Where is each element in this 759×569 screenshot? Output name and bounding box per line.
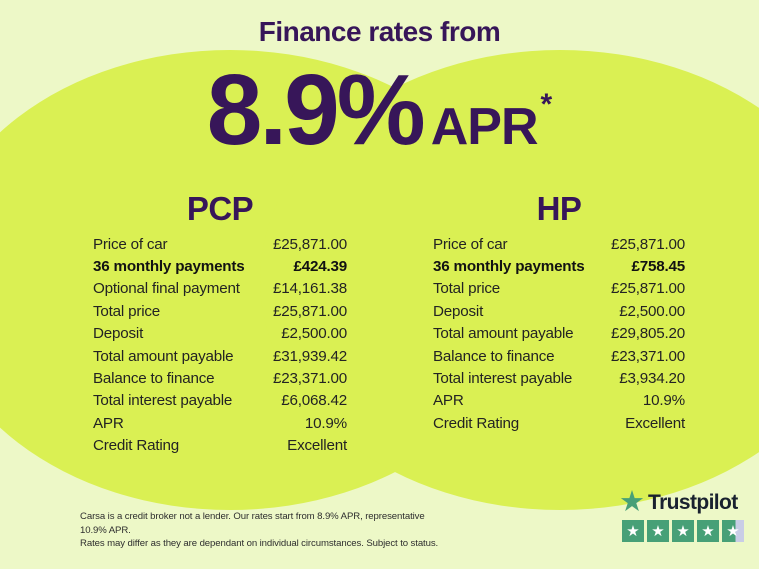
table-row: Price of car £25,871.00 [93,233,347,255]
hp-title: HP [536,190,582,227]
disclaimer-line-1: Carsa is a credit broker not a lender. O… [80,511,425,536]
row-label: Credit Rating [433,414,520,432]
row-label: Total amount payable [433,325,574,343]
trustpilot-star-icon: ★ [619,486,645,518]
table-row: Credit Rating Excellent [93,435,347,457]
row-value: £758.45 [631,258,686,276]
hp-panel: HP Price of car £25,871.00 36 monthly pa… [433,190,685,435]
disclaimer: Carsa is a credit broker not a lender. O… [80,510,440,551]
pcp-table: Price of car £25,871.00 36 monthly payme… [93,233,347,457]
row-label: Total price [433,280,501,298]
table-row: Total amount payable £31,939.42 [93,345,347,367]
row-value: Excellent [287,437,347,455]
row-label: Price of car [93,235,168,253]
star-icon: ★ [726,522,740,540]
row-value: £23,371.00 [272,370,347,388]
row-value: £6,068.42 [281,392,347,410]
row-value: Excellent [625,414,685,432]
table-row: 36 monthly payments £758.45 [433,255,685,277]
table-row: Deposit £2,500.00 [93,323,347,345]
row-value: £25,871.00 [272,302,347,320]
row-label: 36 monthly payments [433,258,585,276]
row-value: £23,371.00 [610,347,685,365]
trustpilot-lockup: ★ Trustpilot [619,486,751,518]
trustpilot-widget: ★ Trustpilot ★ ★ ★ ★ ★ [619,486,751,542]
row-value: 10.9% [642,392,685,410]
row-value: £29,805.20 [610,325,685,343]
row-label: Price of car [433,235,508,253]
table-row: Balance to finance £23,371.00 [93,367,347,389]
row-label: Deposit [433,302,484,320]
row-label: Balance to finance [433,347,555,365]
rate-value: 8.9% [206,54,426,166]
star-icon: ★ [626,522,640,540]
row-label: 36 monthly payments [93,258,245,276]
table-row: Total price £25,871.00 [433,278,685,300]
row-label: APR [433,392,464,410]
star-icon: ★ [651,522,665,540]
table-row: APR 10.9% [93,412,347,434]
trustpilot-wordmark: Trustpilot [648,490,738,514]
row-label: Total interest payable [433,370,573,388]
row-label: Balance to finance [93,370,215,388]
row-label: Deposit [93,325,144,343]
table-row: Total amount payable £29,805.20 [433,323,685,345]
trustpilot-rating-stars: ★ ★ ★ ★ ★ [622,520,751,542]
row-value: £2,500.00 [281,325,347,343]
row-value: £31,939.42 [272,347,347,365]
table-row: Credit Rating Excellent [433,412,685,434]
pcp-panel: PCP Price of car £25,871.00 36 monthly p… [93,190,347,457]
banner-title: Finance rates from [258,16,501,47]
star-icon: ★ [701,522,715,540]
rating-star-box: ★ [697,520,719,542]
row-value: £25,871.00 [272,235,347,253]
row-value: £424.39 [293,258,348,276]
row-label: Total interest payable [93,392,233,410]
rate-apr-label: APR [430,98,539,156]
pcp-title: PCP [186,190,254,227]
rating-star-box: ★ [622,520,644,542]
table-row: Total interest payable £6,068.42 [93,390,347,412]
row-value: £25,871.00 [610,235,685,253]
background-blob-right [260,50,759,510]
table-row: APR 10.9% [433,390,685,412]
table-row: Optional final payment £14,161.38 [93,278,347,300]
headline-rate: 8.9% APR * [0,60,759,160]
row-value: 10.9% [304,414,347,432]
row-value: £14,161.38 [272,280,347,298]
disclaimer-line-2: Rates may differ as they are dependant o… [80,538,439,549]
star-icon: ★ [676,522,690,540]
rating-star-box-half: ★ [722,520,744,542]
row-value: £25,871.00 [610,280,685,298]
table-row: Deposit £2,500.00 [433,300,685,322]
row-value: £3,934.20 [619,370,685,388]
table-row: Total price £25,871.00 [93,300,347,322]
row-label: Optional final payment [93,280,240,298]
row-label: Total price [93,302,161,320]
row-value: £2,500.00 [619,302,685,320]
table-row: 36 monthly payments £424.39 [93,255,347,277]
table-row: Total interest payable £3,934.20 [433,367,685,389]
row-label: APR [93,414,124,432]
rate-asterisk: * [540,88,553,121]
table-row: Balance to finance £23,371.00 [433,345,685,367]
row-label: Total amount payable [93,347,234,365]
table-row: Price of car £25,871.00 [433,233,685,255]
row-label: Credit Rating [93,437,180,455]
rating-star-box: ★ [647,520,669,542]
rating-star-box: ★ [672,520,694,542]
hp-table: Price of car £25,871.00 36 monthly payme… [433,233,685,435]
